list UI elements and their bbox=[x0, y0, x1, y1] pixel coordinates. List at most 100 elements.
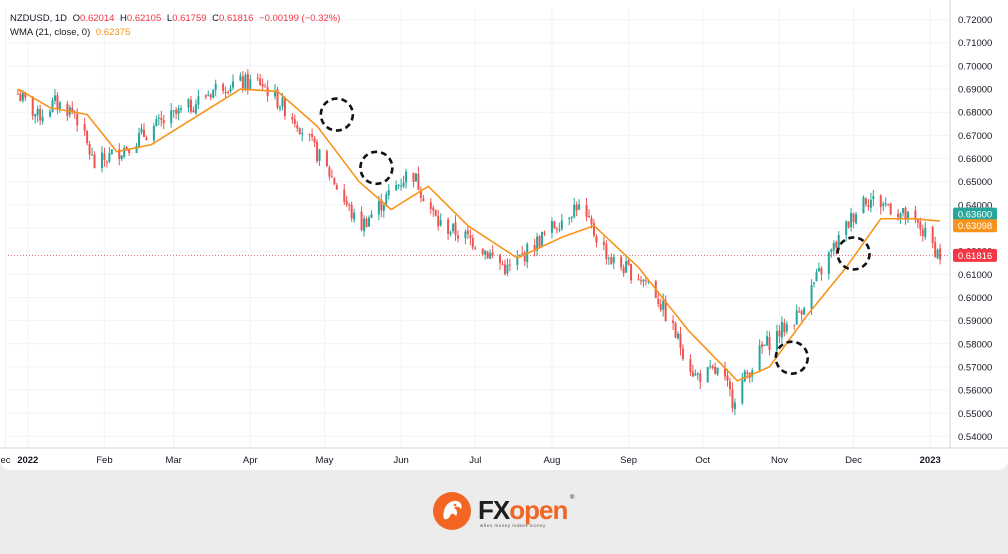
indicator-label[interactable]: WMA (21, close, 0) bbox=[10, 27, 91, 38]
candle-body bbox=[382, 205, 385, 211]
candle-body bbox=[555, 228, 558, 230]
x-tick-label: Feb bbox=[96, 455, 112, 466]
candle-body bbox=[501, 263, 504, 265]
candle-body bbox=[469, 235, 472, 238]
candle-body bbox=[105, 161, 108, 163]
candle bbox=[246, 69, 249, 95]
candle bbox=[887, 203, 890, 206]
candle bbox=[103, 147, 106, 167]
candle bbox=[189, 95, 192, 114]
candle bbox=[229, 84, 232, 94]
candle-body bbox=[31, 97, 34, 116]
candle bbox=[264, 83, 267, 88]
candle bbox=[711, 364, 714, 370]
candle-body bbox=[192, 110, 195, 113]
candle-body bbox=[553, 221, 556, 229]
candle-body bbox=[499, 254, 502, 264]
candle bbox=[785, 320, 788, 335]
candle bbox=[330, 169, 333, 178]
candle bbox=[380, 193, 383, 218]
candle bbox=[677, 331, 680, 340]
candle bbox=[118, 143, 121, 166]
candle-body bbox=[429, 202, 432, 209]
candle bbox=[138, 127, 141, 149]
candle bbox=[140, 123, 143, 135]
candle bbox=[733, 398, 736, 415]
candle-body bbox=[889, 203, 892, 215]
low-value: 0.61759 bbox=[172, 13, 207, 24]
candle bbox=[592, 219, 595, 238]
candle bbox=[916, 218, 919, 229]
high-label: H bbox=[120, 13, 127, 24]
candle bbox=[775, 324, 778, 356]
brand-open: open bbox=[509, 495, 568, 525]
candle bbox=[249, 74, 252, 91]
candle bbox=[51, 97, 54, 113]
candles bbox=[16, 69, 942, 415]
candle-body bbox=[333, 178, 336, 185]
candle-body bbox=[439, 219, 442, 226]
candle bbox=[904, 206, 907, 225]
x-tick-label: Dec bbox=[845, 455, 862, 466]
candle bbox=[550, 217, 553, 239]
candle bbox=[679, 326, 682, 356]
candle-body bbox=[585, 204, 588, 217]
candle bbox=[328, 165, 331, 181]
candle-body bbox=[86, 130, 89, 144]
candle-body bbox=[36, 108, 39, 116]
candle-body bbox=[187, 99, 190, 108]
candle-body bbox=[696, 373, 699, 375]
candle bbox=[696, 371, 699, 381]
candle-body bbox=[16, 93, 19, 95]
candle-body bbox=[761, 344, 764, 347]
candle-body bbox=[862, 197, 865, 213]
candle-body bbox=[783, 322, 786, 333]
candle bbox=[716, 367, 719, 377]
candle bbox=[382, 202, 385, 218]
brand-wordmark: FXopen bbox=[478, 495, 568, 526]
candle bbox=[311, 128, 314, 142]
candle-body bbox=[709, 366, 712, 368]
candle bbox=[120, 155, 123, 162]
y-tick-label: 0.70000 bbox=[958, 61, 992, 72]
candle bbox=[412, 172, 415, 188]
candle bbox=[432, 205, 435, 217]
candle-body bbox=[452, 223, 455, 232]
change-value: −0.00199 (−0.32%) bbox=[259, 13, 341, 24]
candle-body bbox=[815, 272, 818, 282]
candle bbox=[224, 86, 227, 99]
candle bbox=[543, 230, 546, 237]
x-tick-label: Nov bbox=[771, 455, 788, 466]
candle-body bbox=[400, 185, 403, 187]
candle bbox=[568, 217, 571, 226]
candle bbox=[481, 247, 484, 257]
candle bbox=[207, 90, 210, 97]
candle-body bbox=[612, 257, 615, 263]
open-value: 0.62014 bbox=[80, 13, 115, 24]
candle bbox=[931, 225, 934, 249]
candle-body bbox=[550, 221, 553, 233]
candle-body bbox=[644, 280, 647, 282]
candle bbox=[58, 100, 61, 114]
symbol-label[interactable]: NZDUSD, 1D bbox=[10, 13, 68, 24]
candle-body bbox=[503, 264, 506, 275]
price-badge-bg bbox=[953, 219, 997, 233]
candle-body bbox=[800, 311, 803, 315]
candle-body bbox=[845, 221, 848, 236]
candle bbox=[335, 182, 338, 191]
candle-body bbox=[827, 252, 830, 274]
candle bbox=[815, 268, 818, 282]
candle-body bbox=[293, 119, 296, 124]
candle bbox=[657, 291, 660, 308]
candlestick-chart[interactable]: ec 2022 Feb Mar Apr May Jun Jul Aug Sep Oct Nov Dec 2… bbox=[0, 0, 1008, 470]
candle-body bbox=[573, 204, 576, 218]
candle bbox=[447, 217, 450, 240]
candle bbox=[31, 95, 34, 120]
candle-body bbox=[882, 204, 885, 206]
candle-body bbox=[578, 204, 581, 210]
candle bbox=[469, 229, 472, 246]
candle-body bbox=[387, 189, 390, 196]
candle-body bbox=[560, 220, 563, 230]
candle bbox=[588, 209, 591, 218]
candle-body bbox=[620, 256, 623, 268]
